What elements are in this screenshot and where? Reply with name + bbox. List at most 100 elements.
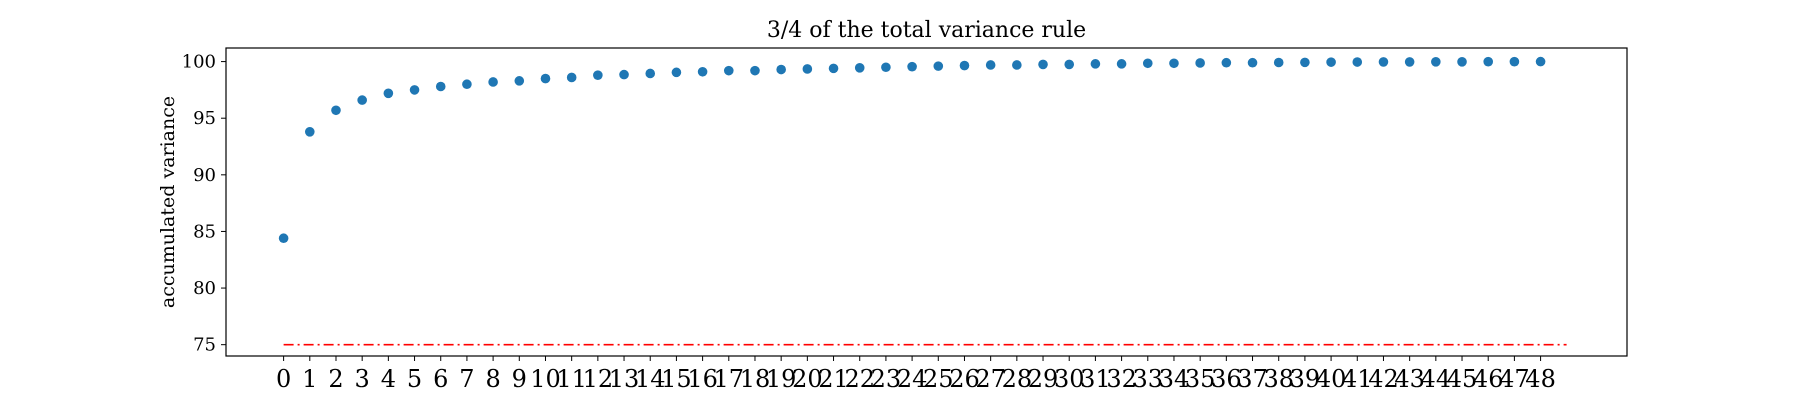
data-point [985, 60, 996, 70]
x-tick-label: 45 [1447, 365, 1478, 393]
x-tick-label: 26 [949, 365, 980, 393]
x-tick-label: 44 [1421, 365, 1452, 393]
plot-frame [225, 47, 1628, 357]
data-point [1326, 57, 1336, 67]
data-point [1404, 57, 1415, 67]
x-tick-label: 37 [1237, 365, 1268, 393]
data-point [907, 61, 917, 72]
data-point [828, 63, 839, 74]
x-tick-label: 23 [871, 365, 902, 393]
data-point [593, 70, 603, 80]
data-point [1273, 57, 1284, 68]
data-point [1352, 57, 1363, 67]
x-tick-label: 43 [1394, 365, 1425, 393]
data-point [881, 62, 891, 73]
x-tick-label: 9 [512, 365, 527, 393]
data-point [1169, 58, 1179, 69]
data-point [1221, 57, 1232, 68]
x-tick-label: 10 [530, 365, 561, 393]
x-tick-label: 40 [1316, 365, 1347, 393]
x-tick-label: 5 [407, 365, 422, 393]
data-point [462, 79, 472, 90]
x-tick-label: 38 [1263, 365, 1294, 393]
chart-title: 3/4 of the total variance rule [767, 18, 1086, 43]
x-tick-label: 47 [1499, 365, 1530, 393]
y-axis: 75 80 85 90 95 100 [182, 52, 226, 356]
data-point [357, 95, 367, 105]
data-point [854, 63, 865, 73]
x-tick-label: 11 [556, 365, 587, 393]
x-tick-label: 0 [276, 365, 291, 393]
data-point [409, 85, 420, 95]
data-point [435, 81, 446, 92]
data-point [331, 105, 341, 116]
x-tick-label: 18 [740, 365, 771, 393]
x-tick-label: 14 [635, 365, 666, 393]
data-point [1247, 57, 1258, 68]
data-point [802, 64, 813, 74]
x-tick-label: 29 [1028, 365, 1059, 393]
x-tick-label: 27 [975, 365, 1006, 393]
x-tick-label: 6 [433, 365, 448, 393]
x-tick-label: 8 [485, 365, 500, 393]
x-tick-label: 1 [302, 365, 317, 393]
y-tick-label: 85 [193, 221, 216, 242]
data-point [1142, 58, 1153, 69]
data-point [514, 76, 525, 86]
x-tick-label: 32 [1106, 365, 1137, 393]
x-tick-label: 39 [1290, 365, 1321, 393]
x-tick-label: 24 [897, 365, 928, 393]
x-tick-label: 34 [1159, 365, 1190, 393]
x-tick-label: 48 [1525, 365, 1556, 393]
x-tick-label: 30 [1054, 365, 1085, 393]
y-tick-label: 80 [193, 278, 216, 299]
x-tick-label: 36 [1211, 365, 1242, 393]
x-tick-label: 46 [1473, 365, 1504, 393]
x-tick-label: 16 [687, 365, 718, 393]
x-tick-label: 12 [583, 365, 614, 393]
data-points [278, 56, 1546, 244]
y-tick-label: 90 [193, 165, 216, 186]
data-point [750, 65, 760, 76]
data-point [540, 73, 551, 84]
data-point [1378, 57, 1389, 67]
data-point [645, 68, 656, 79]
data-point [959, 60, 970, 71]
data-point [697, 66, 708, 77]
data-point [488, 77, 498, 87]
data-point [278, 233, 289, 244]
data-point [1535, 56, 1546, 67]
x-tick-label: 41 [1342, 365, 1373, 393]
x-tick-label: 15 [661, 365, 692, 393]
y-axis-label: accumulated variance [157, 96, 179, 308]
y-tick-label: 75 [193, 335, 216, 356]
x-tick-label: 28 [1002, 365, 1033, 393]
data-point [1090, 59, 1101, 69]
data-point [566, 72, 577, 83]
x-tick-label: 7 [459, 365, 474, 393]
x-tick-label: 33 [1133, 365, 1164, 393]
data-point [776, 64, 786, 75]
data-point [1012, 60, 1022, 70]
x-tick-label: 4 [381, 365, 396, 393]
x-tick-label: 13 [609, 365, 640, 393]
data-point [1431, 57, 1441, 67]
data-point [1483, 56, 1494, 67]
x-tick-label: 25 [923, 365, 954, 393]
data-point [1457, 57, 1467, 67]
x-tick-label: 17 [714, 365, 745, 393]
data-point [1300, 57, 1310, 68]
data-point [1064, 59, 1075, 70]
data-point [1116, 59, 1127, 69]
x-tick-label: 35 [1185, 365, 1216, 393]
x-tick-label: 22 [844, 365, 875, 393]
x-tick-label: 3 [355, 365, 370, 393]
x-tick-label: 21 [818, 365, 849, 393]
data-point [1038, 59, 1048, 70]
x-tick-label: 42 [1368, 365, 1399, 393]
x-axis: 0 1 2 3 4 5 6 7 8 9 101112131415161718192021222324… [276, 356, 1556, 393]
data-point [619, 69, 629, 80]
data-point [671, 67, 682, 78]
data-point [723, 65, 734, 76]
